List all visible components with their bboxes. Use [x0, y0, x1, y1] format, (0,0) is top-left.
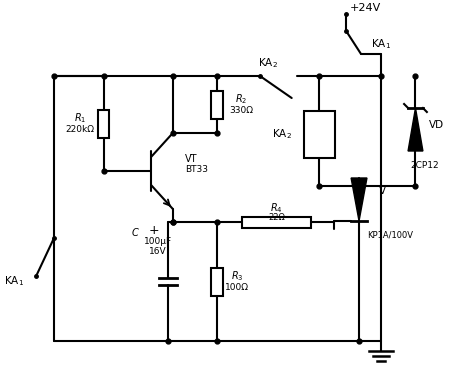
- Text: 2CP12: 2CP12: [411, 161, 439, 169]
- Text: KA$_2$: KA$_2$: [272, 128, 292, 141]
- Text: $R_2$: $R_2$: [235, 93, 247, 107]
- Bar: [304, 111, 335, 158]
- Text: 100Ω: 100Ω: [225, 283, 249, 292]
- Bar: [212, 267, 223, 296]
- Text: +: +: [149, 223, 159, 237]
- Text: $C$: $C$: [132, 226, 140, 238]
- Text: VD: VD: [429, 120, 445, 129]
- Text: 16V: 16V: [149, 247, 167, 257]
- Text: $R_1$: $R_1$: [73, 112, 86, 125]
- Text: KA$_1$: KA$_1$: [4, 274, 24, 288]
- Text: 220kΩ: 220kΩ: [65, 125, 94, 134]
- Text: 100μF: 100μF: [144, 237, 172, 247]
- Text: +24V: +24V: [350, 3, 381, 13]
- Text: 22Ω: 22Ω: [268, 213, 285, 222]
- Text: 330Ω: 330Ω: [229, 106, 253, 115]
- Text: KP1A/100V: KP1A/100V: [367, 230, 413, 239]
- Polygon shape: [351, 178, 367, 221]
- Bar: [242, 217, 312, 227]
- Text: $R_4$: $R_4$: [271, 201, 283, 215]
- Text: KA$_2$: KA$_2$: [258, 56, 278, 70]
- Text: $R_3$: $R_3$: [231, 269, 244, 283]
- Bar: [212, 90, 223, 119]
- Bar: [98, 110, 109, 137]
- Polygon shape: [408, 108, 423, 151]
- Text: V: V: [379, 186, 386, 196]
- Text: KA$_1$: KA$_1$: [371, 37, 391, 51]
- Text: VT: VT: [185, 154, 197, 164]
- Text: BT33: BT33: [185, 164, 208, 173]
